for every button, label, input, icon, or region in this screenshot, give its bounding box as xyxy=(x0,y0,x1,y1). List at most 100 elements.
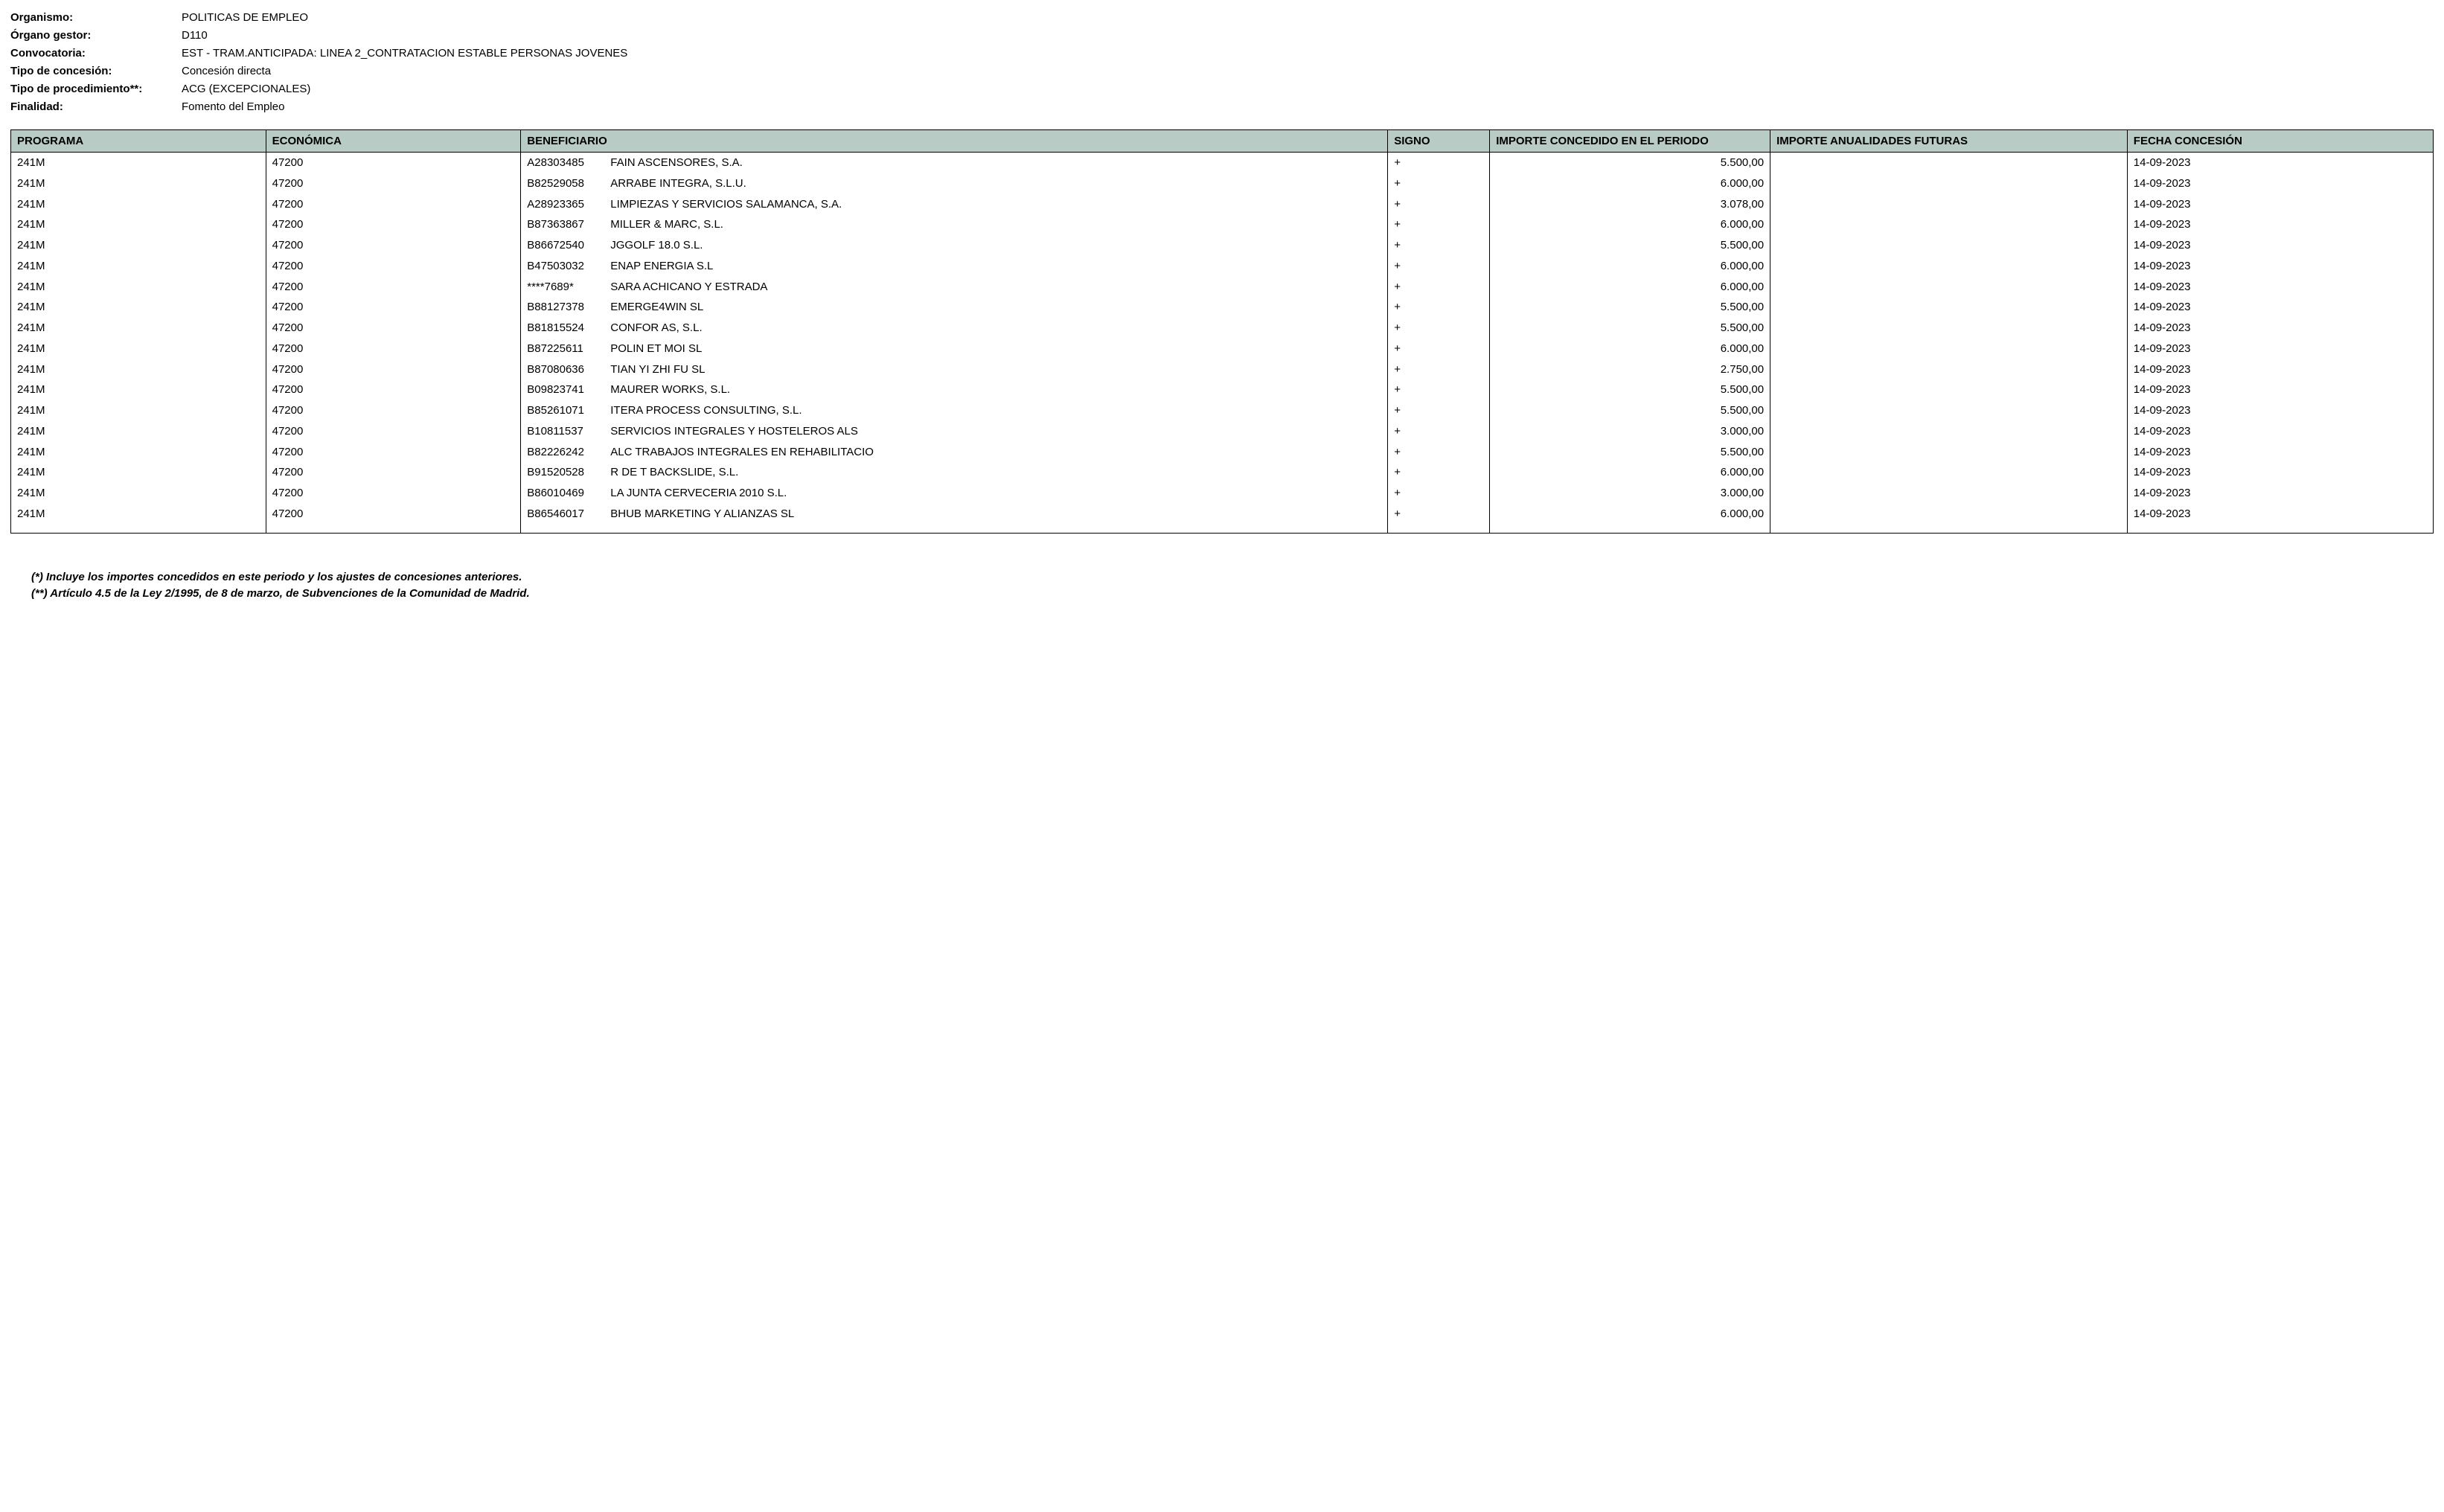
cell-economica: 47200 xyxy=(266,194,521,215)
header-row: Convocatoria:EST - TRAM.ANTICIPADA: LINE… xyxy=(10,45,2434,63)
beneficiario-nombre: CONFOR AS, S.L. xyxy=(610,320,1381,336)
beneficiario-nombre: POLIN ET MOI SL xyxy=(610,341,1381,357)
beneficiario-nif: B82529058 xyxy=(527,176,600,192)
cell-importe-futuras xyxy=(1770,421,2128,442)
header-label: Convocatoria: xyxy=(10,45,182,63)
beneficiario-nombre: LIMPIEZAS Y SERVICIOS SALAMANCA, S.A. xyxy=(610,196,1381,213)
beneficiario-nombre: ITERA PROCESS CONSULTING, S.L. xyxy=(610,403,1381,419)
cell-importe-futuras xyxy=(1770,256,2128,277)
beneficiario-nif: B10811537 xyxy=(527,423,600,440)
cell-importe-periodo: 6.000,00 xyxy=(1490,504,1770,533)
cell-beneficiario: B87225611POLIN ET MOI SL xyxy=(521,339,1388,359)
column-header: IMPORTE ANUALIDADES FUTURAS xyxy=(1770,130,2128,153)
cell-programa: 241M xyxy=(11,339,266,359)
cell-importe-periodo: 5.500,00 xyxy=(1490,153,1770,173)
cell-economica: 47200 xyxy=(266,462,521,483)
beneficiario-nif: B82226242 xyxy=(527,444,600,461)
cell-economica: 47200 xyxy=(266,256,521,277)
column-header: FECHA CONCESIÓN xyxy=(2127,130,2433,153)
cell-fecha: 14-09-2023 xyxy=(2127,400,2433,421)
header-label: Finalidad: xyxy=(10,98,182,116)
beneficiario-nombre: MAURER WORKS, S.L. xyxy=(610,382,1381,398)
column-header: BENEFICIARIO xyxy=(521,130,1388,153)
cell-economica: 47200 xyxy=(266,400,521,421)
cell-importe-periodo: 5.500,00 xyxy=(1490,318,1770,339)
footnote: (*) Incluye los importes concedidos en e… xyxy=(31,569,2434,586)
cell-beneficiario: B91520528R DE T BACKSLIDE, S.L. xyxy=(521,462,1388,483)
cell-economica: 47200 xyxy=(266,504,521,533)
cell-importe-futuras xyxy=(1770,400,2128,421)
cell-beneficiario: B86546017BHUB MARKETING Y ALIANZAS SL xyxy=(521,504,1388,533)
cell-programa: 241M xyxy=(11,359,266,380)
cell-signo: + xyxy=(1388,442,1490,463)
cell-importe-futuras xyxy=(1770,442,2128,463)
header-label: Tipo de concesión: xyxy=(10,63,182,80)
cell-economica: 47200 xyxy=(266,153,521,173)
cell-signo: + xyxy=(1388,256,1490,277)
cell-economica: 47200 xyxy=(266,173,521,194)
cell-programa: 241M xyxy=(11,400,266,421)
beneficiario-nombre: R DE T BACKSLIDE, S.L. xyxy=(610,464,1381,481)
cell-signo: + xyxy=(1388,462,1490,483)
cell-economica: 47200 xyxy=(266,277,521,298)
cell-importe-futuras xyxy=(1770,379,2128,400)
cell-programa: 241M xyxy=(11,462,266,483)
cell-beneficiario: A28303485FAIN ASCENSORES, S.A. xyxy=(521,153,1388,173)
cell-beneficiario: B88127378EMERGE4WIN SL xyxy=(521,297,1388,318)
cell-importe-periodo: 3.078,00 xyxy=(1490,194,1770,215)
cell-beneficiario: B86672540JGGOLF 18.0 S.L. xyxy=(521,235,1388,256)
cell-fecha: 14-09-2023 xyxy=(2127,153,2433,173)
table-row: 241M47200B87225611POLIN ET MOI SL+6.000,… xyxy=(11,339,2434,359)
table-row: 241M47200B87363867MILLER & MARC, S.L.+6.… xyxy=(11,214,2434,235)
cell-importe-periodo: 5.500,00 xyxy=(1490,235,1770,256)
cell-programa: 241M xyxy=(11,194,266,215)
cell-importe-futuras xyxy=(1770,194,2128,215)
cell-economica: 47200 xyxy=(266,483,521,504)
cell-economica: 47200 xyxy=(266,421,521,442)
cell-economica: 47200 xyxy=(266,297,521,318)
cell-programa: 241M xyxy=(11,153,266,173)
beneficiario-nombre: JGGOLF 18.0 S.L. xyxy=(610,237,1381,254)
footnote: (**) Artículo 4.5 de la Ley 2/1995, de 8… xyxy=(31,586,2434,603)
concesiones-table: PROGRAMAECONÓMICABENEFICIARIOSIGNOIMPORT… xyxy=(10,129,2434,534)
cell-economica: 47200 xyxy=(266,359,521,380)
cell-fecha: 14-09-2023 xyxy=(2127,194,2433,215)
cell-beneficiario: B10811537SERVICIOS INTEGRALES Y HOSTELER… xyxy=(521,421,1388,442)
footnotes: (*) Incluye los importes concedidos en e… xyxy=(10,569,2434,603)
cell-fecha: 14-09-2023 xyxy=(2127,297,2433,318)
beneficiario-nif: B88127378 xyxy=(527,299,600,315)
cell-fecha: 14-09-2023 xyxy=(2127,442,2433,463)
cell-beneficiario: B47503032ENAP ENERGIA S.L xyxy=(521,256,1388,277)
beneficiario-nif: A28923365 xyxy=(527,196,600,213)
cell-economica: 47200 xyxy=(266,339,521,359)
cell-programa: 241M xyxy=(11,214,266,235)
cell-beneficiario: ****7689*SARA ACHICANO Y ESTRADA xyxy=(521,277,1388,298)
header-row: Finalidad:Fomento del Empleo xyxy=(10,98,2434,116)
table-row: 241M47200B86010469LA JUNTA CERVECERIA 20… xyxy=(11,483,2434,504)
cell-programa: 241M xyxy=(11,421,266,442)
cell-economica: 47200 xyxy=(266,214,521,235)
cell-economica: 47200 xyxy=(266,318,521,339)
cell-programa: 241M xyxy=(11,379,266,400)
cell-signo: + xyxy=(1388,359,1490,380)
table-row: 241M47200****7689*SARA ACHICANO Y ESTRAD… xyxy=(11,277,2434,298)
cell-signo: + xyxy=(1388,400,1490,421)
cell-importe-periodo: 5.500,00 xyxy=(1490,442,1770,463)
beneficiario-nif: B85261071 xyxy=(527,403,600,419)
beneficiario-nombre: TIAN YI ZHI FU SL xyxy=(610,362,1381,378)
header-row: Órgano gestor:D110 xyxy=(10,27,2434,45)
cell-beneficiario: B82226242ALC TRABAJOS INTEGRALES EN REHA… xyxy=(521,442,1388,463)
cell-programa: 241M xyxy=(11,297,266,318)
header-block: Organismo:POLITICAS DE EMPLEOÓrgano gest… xyxy=(10,9,2434,116)
header-value: D110 xyxy=(182,27,2434,45)
cell-programa: 241M xyxy=(11,442,266,463)
table-row: 241M47200B09823741MAURER WORKS, S.L.+5.5… xyxy=(11,379,2434,400)
cell-fecha: 14-09-2023 xyxy=(2127,504,2433,533)
beneficiario-nombre: ENAP ENERGIA S.L xyxy=(610,258,1381,275)
cell-importe-futuras xyxy=(1770,297,2128,318)
cell-fecha: 14-09-2023 xyxy=(2127,277,2433,298)
cell-beneficiario: A28923365 LIMPIEZAS Y SERVICIOS SALAMANCA… xyxy=(521,194,1388,215)
cell-importe-periodo: 6.000,00 xyxy=(1490,462,1770,483)
header-value: POLITICAS DE EMPLEO xyxy=(182,9,2434,27)
beneficiario-nombre: SARA ACHICANO Y ESTRADA xyxy=(610,279,1381,295)
